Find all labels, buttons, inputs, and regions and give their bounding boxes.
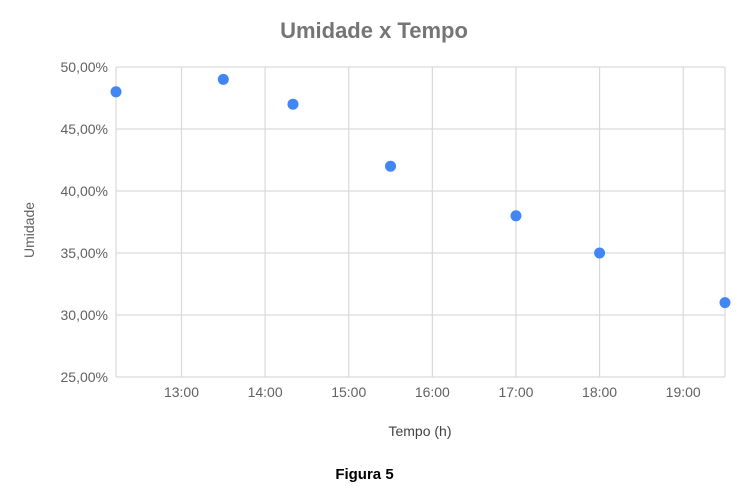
- data-point: [510, 210, 522, 222]
- x-tick-label: 16:00: [415, 384, 450, 400]
- y-tick-label: 40,00%: [61, 183, 108, 199]
- y-tick-label: 45,00%: [61, 121, 108, 137]
- y-tick-label: 35,00%: [61, 245, 108, 261]
- chart-title: Umidade x Tempo: [280, 18, 468, 43]
- y-axis-ticks: 25,00% 30,00% 35,00% 40,00% 45,00% 50,00%: [61, 59, 108, 385]
- y-tick-label: 50,00%: [61, 59, 108, 75]
- chart: Umidade x Tempo 25,00% 30,00% 35,00% 40,00%…: [21, 18, 731, 439]
- x-tick-label: 14:00: [248, 384, 283, 400]
- x-tick-label: 18:00: [582, 384, 617, 400]
- data-point: [385, 160, 397, 172]
- x-tick-label: 15:00: [331, 384, 366, 400]
- figure-caption: Figura 5: [335, 466, 394, 483]
- y-tick-label: 30,00%: [61, 307, 108, 323]
- x-tick-label: 19:00: [666, 384, 701, 400]
- grid: [115, 66, 726, 378]
- data-point: [594, 247, 606, 259]
- x-tick-label: 17:00: [498, 384, 533, 400]
- x-axis-label: Tempo (h): [388, 423, 451, 439]
- x-axis-ticks: 13:00 14:00 15:00 16:00 17:00 18:00 19:00: [164, 384, 701, 400]
- y-axis-label: Umidade: [21, 202, 37, 258]
- data-point: [110, 86, 122, 98]
- y-tick-label: 25,00%: [61, 369, 108, 385]
- data-point: [217, 73, 229, 85]
- data-point: [287, 98, 299, 110]
- scatter-chart: Umidade x Tempo 25,00% 30,00% 35,00% 40,00%…: [21, 18, 731, 439]
- data-points: [110, 73, 731, 309]
- data-point: [719, 297, 731, 309]
- x-tick-label: 13:00: [164, 384, 199, 400]
